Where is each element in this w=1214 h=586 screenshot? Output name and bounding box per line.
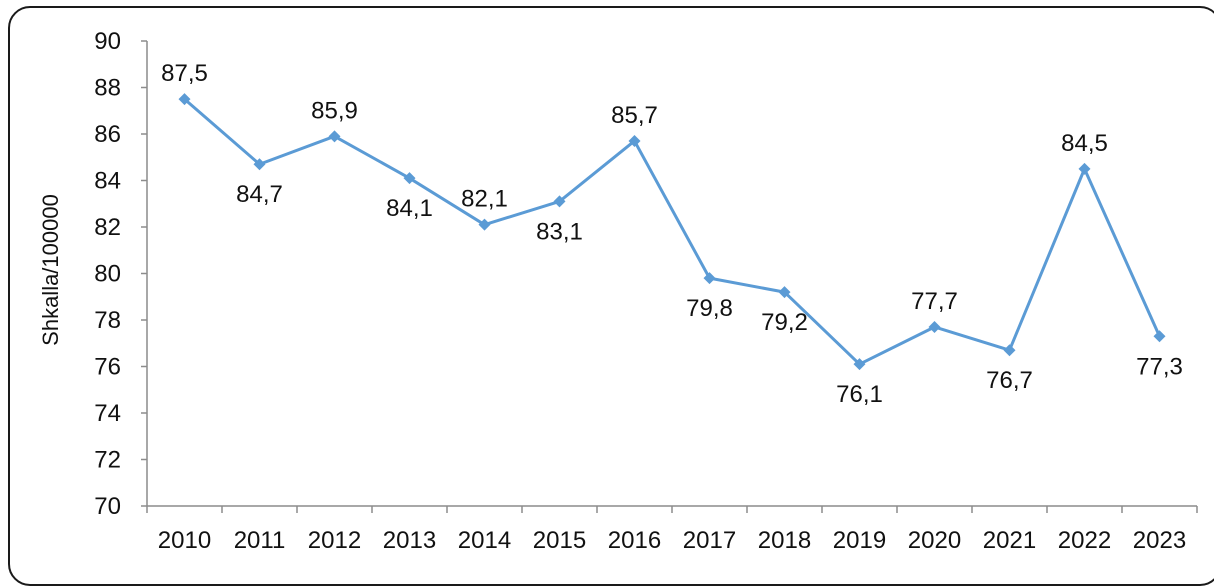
data-point-marker <box>403 172 416 185</box>
data-point-marker <box>253 158 266 171</box>
x-tick-label: 2023 <box>1133 527 1186 554</box>
data-label: 84,1 <box>386 195 433 222</box>
y-tick-label: 70 <box>94 493 121 520</box>
y-tick-label: 88 <box>94 75 121 102</box>
series-line <box>183 97 1161 366</box>
y-axis-title: Shkalla/100000 <box>38 194 63 346</box>
data-label: 79,8 <box>686 295 733 322</box>
data-labels: 87,5 84,7 85,9 84,1 82,1 83,1 85,7 79,8 79,2 76,1… <box>161 60 1183 408</box>
y-tick-labels: 70 72 74 76 78 80 82 84 86 88 90 <box>94 28 121 520</box>
data-point-marker <box>178 93 191 106</box>
x-tick-label: 2010 <box>158 527 211 554</box>
data-point-marker <box>703 272 716 285</box>
data-label: 77,3 <box>1136 353 1183 380</box>
data-point-marker <box>553 195 566 208</box>
x-tick-labels: 2010 2011 2012 2013 2014 2015 2016 2017 2018 2019… <box>158 527 1186 554</box>
data-label: 82,1 <box>461 186 508 213</box>
x-tick-label: 2019 <box>833 527 886 554</box>
data-label: 79,2 <box>761 309 808 336</box>
data-point-marker <box>853 358 866 371</box>
series-group <box>178 93 1166 371</box>
x-tick-label: 2015 <box>533 527 586 554</box>
x-tick-label: 2018 <box>758 527 811 554</box>
y-tick-label: 76 <box>94 354 121 381</box>
data-label: 84,5 <box>1061 130 1108 157</box>
y-tick-label: 74 <box>94 400 121 427</box>
data-label: 85,7 <box>611 102 658 129</box>
x-tick-label: 2013 <box>383 527 436 554</box>
data-point-marker <box>1153 330 1166 343</box>
data-label: 83,1 <box>536 218 583 245</box>
data-label: 76,7 <box>986 367 1033 394</box>
data-label: 84,7 <box>236 181 283 208</box>
y-tick-label: 82 <box>94 214 121 241</box>
x-tick-label: 2020 <box>908 527 961 554</box>
data-point-marker <box>1078 162 1091 175</box>
data-label: 85,9 <box>311 97 358 124</box>
x-tick-label: 2022 <box>1058 527 1111 554</box>
x-tick-label: 2017 <box>683 527 736 554</box>
x-tick-label: 2021 <box>983 527 1036 554</box>
chart-axes <box>141 40 1198 513</box>
y-tick-label: 90 <box>94 28 121 55</box>
y-tick-label: 84 <box>94 168 121 195</box>
data-point-marker <box>1003 344 1016 357</box>
data-label: 76,1 <box>836 381 883 408</box>
chart-frame <box>8 6 1214 586</box>
x-tick-label: 2011 <box>234 527 286 554</box>
data-point-marker <box>928 320 941 333</box>
data-point-marker <box>778 286 791 299</box>
data-point-marker <box>628 134 641 147</box>
data-point-marker <box>328 130 341 143</box>
y-tick-label: 72 <box>94 447 121 474</box>
y-tick-label: 80 <box>94 261 121 288</box>
data-label: 87,5 <box>161 60 208 87</box>
data-label: 77,7 <box>911 288 958 315</box>
x-tick-label: 2012 <box>308 527 361 554</box>
y-tick-label: 78 <box>94 307 121 334</box>
x-tick-label: 2014 <box>458 527 511 554</box>
y-tick-label: 86 <box>94 121 121 148</box>
data-point-marker <box>478 218 491 231</box>
x-tick-label: 2016 <box>608 527 661 554</box>
